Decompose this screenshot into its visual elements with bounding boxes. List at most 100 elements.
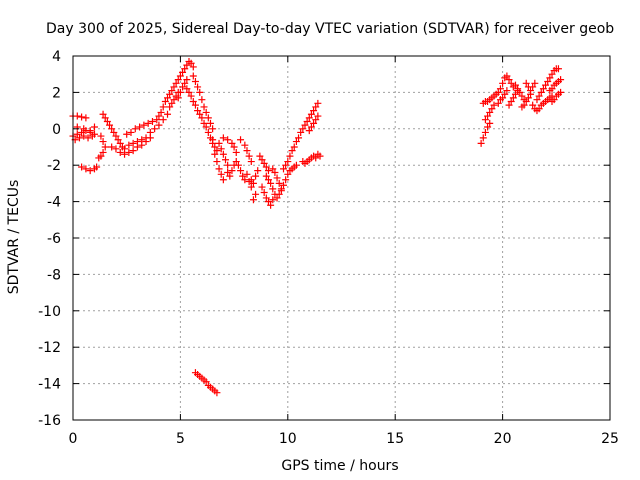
data-point-marker	[121, 150, 129, 158]
data-point-marker	[183, 61, 191, 69]
data-point-marker	[224, 161, 232, 169]
data-point-marker	[179, 83, 187, 91]
data-point-marker	[103, 118, 111, 126]
data-point-marker	[142, 138, 150, 146]
y-tick-label: -4	[47, 195, 61, 211]
data-point-marker	[481, 128, 489, 136]
data-point-marker	[252, 172, 260, 180]
data-point-marker	[264, 176, 272, 184]
data-point-marker	[106, 121, 114, 129]
data-point-marker	[262, 194, 270, 202]
data-point-marker	[503, 87, 511, 95]
data-point-marker	[533, 96, 541, 104]
data-point-marker	[507, 98, 515, 105]
data-point-marker	[138, 141, 146, 149]
data-point-marker	[305, 114, 313, 122]
data-point-marker	[282, 176, 290, 184]
data-point-marker	[501, 90, 509, 98]
data-point-marker	[535, 92, 543, 100]
data-point-marker	[125, 141, 133, 149]
x-tick-label: 15	[386, 431, 404, 447]
data-point-marker	[267, 179, 275, 187]
data-point-marker	[295, 134, 303, 142]
data-point-marker	[189, 98, 197, 105]
data-point-marker	[176, 88, 184, 96]
data-point-marker	[277, 187, 285, 195]
data-point-marker	[99, 148, 107, 156]
data-point-marker	[108, 143, 116, 151]
data-point-marker	[217, 170, 225, 178]
data-point-marker	[529, 83, 537, 91]
data-point-marker	[164, 110, 172, 118]
data-point-marker	[204, 114, 212, 122]
data-point-marker	[224, 168, 232, 176]
data-point-marker	[146, 128, 154, 136]
data-point-marker	[232, 148, 240, 156]
data-point-marker	[187, 59, 195, 67]
data-point-marker	[215, 165, 223, 173]
data-point-marker	[129, 147, 137, 155]
data-point-marker	[247, 176, 255, 184]
data-point-marker	[239, 172, 247, 180]
y-tick-label: -14	[38, 377, 61, 393]
data-point-marker	[213, 158, 221, 166]
data-point-marker	[316, 152, 324, 160]
data-point-marker	[267, 201, 275, 209]
data-point-marker	[486, 108, 494, 116]
data-point-marker	[86, 167, 94, 175]
y-axis-title: SDTVAR / TECUs	[6, 180, 22, 295]
data-point-marker	[99, 110, 107, 118]
data-point-marker	[537, 88, 545, 96]
data-point-marker	[514, 85, 522, 93]
data-point-marker	[219, 150, 227, 158]
data-point-marker	[252, 190, 260, 198]
data-point-marker	[78, 113, 86, 121]
data-point-marker	[516, 88, 524, 96]
data-point-marker	[241, 176, 249, 184]
data-point-marker	[522, 98, 530, 105]
data-point-marker	[112, 132, 120, 140]
y-tick-label: -6	[47, 231, 61, 247]
data-point-marker	[484, 112, 492, 120]
data-point-marker	[110, 128, 118, 136]
data-point-marker	[204, 128, 212, 136]
data-point-marker	[260, 189, 268, 196]
data-point-marker	[170, 83, 178, 91]
data-point-marker	[548, 85, 556, 93]
chart-title: Day 300 of 2025, Sidereal Day-to-day VTE…	[46, 21, 614, 37]
data-point-marker	[490, 101, 498, 109]
y-tick-label: 4	[52, 49, 61, 65]
data-point-marker	[133, 143, 141, 151]
data-point-marker	[258, 183, 266, 191]
data-point-marker	[202, 378, 210, 386]
data-point-marker	[88, 132, 96, 140]
data-point-marker	[230, 143, 238, 151]
data-point-marker	[114, 136, 122, 144]
data-point-marker	[232, 158, 240, 166]
data-point-marker	[286, 152, 294, 160]
data-point-marker	[314, 99, 322, 107]
data-point-marker	[228, 139, 236, 147]
data-point-marker	[305, 127, 313, 135]
data-point-marker	[511, 90, 519, 98]
data-point-marker	[284, 170, 292, 178]
data-point-marker	[527, 87, 535, 95]
data-point-marker	[303, 118, 311, 126]
data-point-marker	[297, 128, 305, 136]
data-point-marker	[172, 79, 180, 87]
data-point-marker	[211, 150, 219, 158]
y-tick-label: -10	[38, 304, 61, 320]
data-point-marker	[194, 107, 202, 115]
data-point-marker	[507, 79, 515, 87]
data-point-marker	[310, 119, 318, 127]
data-point-marker	[256, 152, 264, 160]
data-point-marker	[307, 110, 315, 118]
data-point-marker	[557, 76, 565, 84]
data-point-marker	[144, 119, 152, 127]
data-point-marker	[112, 145, 120, 153]
data-point-marker	[202, 123, 210, 131]
data-point-marker	[247, 183, 255, 191]
data-point-marker	[170, 96, 178, 104]
data-point-marker	[215, 139, 223, 147]
